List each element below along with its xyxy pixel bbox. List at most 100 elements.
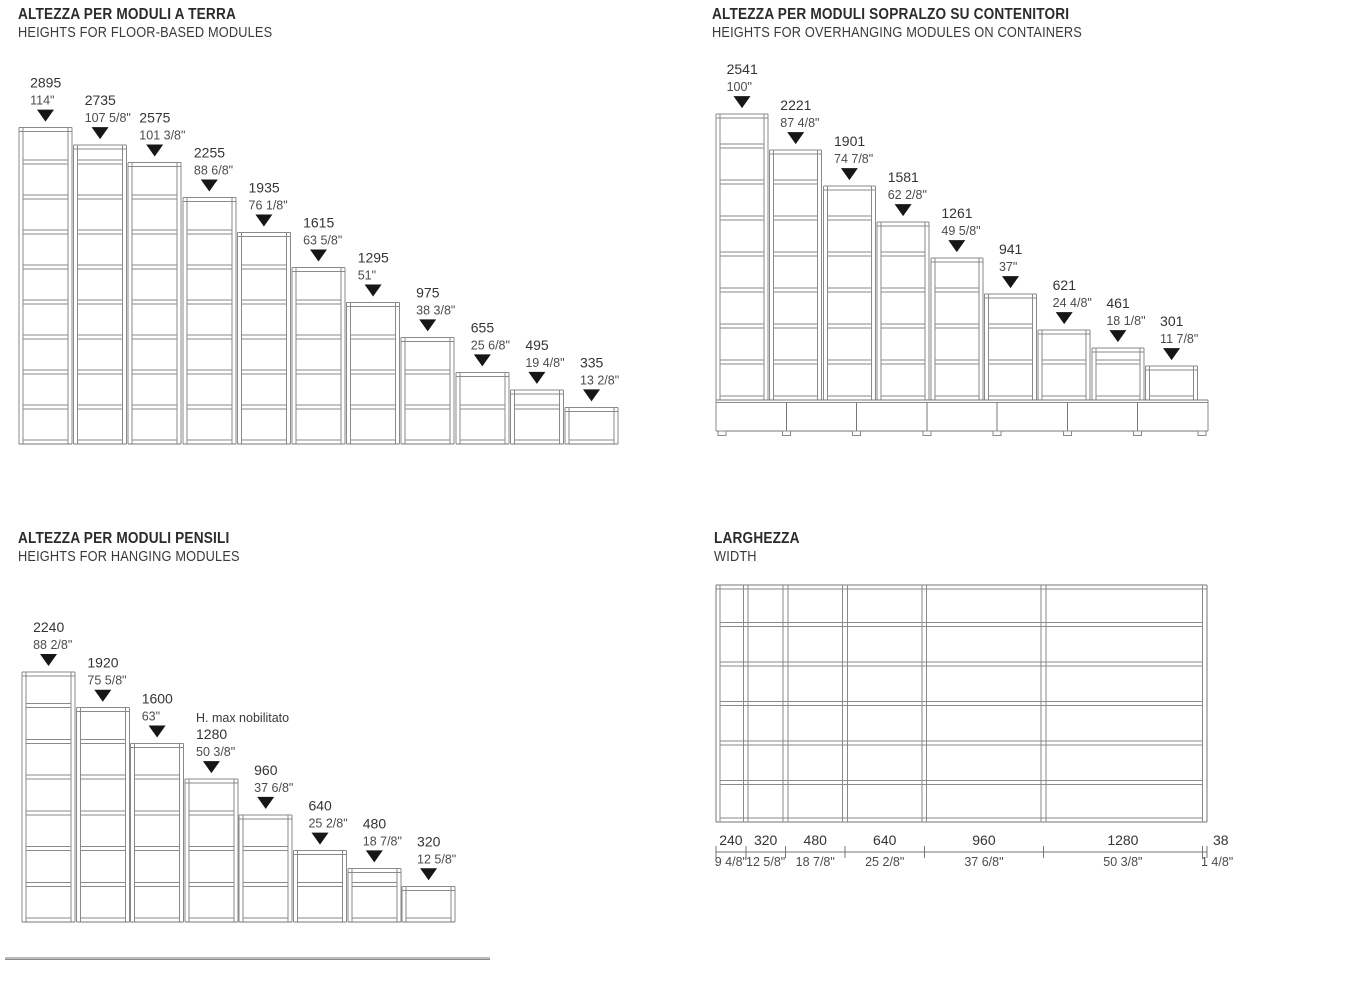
dimension-label: 50 3/8" <box>1103 855 1142 869</box>
dimension-marker-icon <box>787 132 805 145</box>
dimension-label: 76 1/8" <box>249 199 288 213</box>
dimension-label: 640 <box>308 798 332 814</box>
dimension-label: 335 <box>580 354 604 370</box>
dimension-label: 1280 <box>1107 832 1138 848</box>
dimension-marker-icon <box>840 168 858 181</box>
container-foot <box>992 430 1002 436</box>
dimension-label: 63" <box>142 709 160 723</box>
dimension-label: 88 6/8" <box>194 164 233 178</box>
dimension-label: 2575 <box>139 110 170 126</box>
dimension-label: 2221 <box>780 97 811 113</box>
dimension-label: 975 <box>416 284 440 300</box>
dimension-marker-icon <box>1109 330 1127 343</box>
dimension-label: 1 4/8" <box>1201 855 1233 869</box>
dimension-marker-icon <box>37 109 54 122</box>
dimension-label: 480 <box>804 832 828 848</box>
container-foot <box>922 430 932 436</box>
dimension-label: 37 6/8" <box>254 781 293 795</box>
dimension-marker-icon <box>364 284 382 297</box>
dimension-label: 19 4/8" <box>525 356 564 370</box>
dimension-label: 240 <box>719 832 743 848</box>
dimension-label: 51" <box>358 268 376 282</box>
hanging-modules-title-it: ALTEZZA PER MODULI PENSILI <box>18 530 230 547</box>
dimension-label: 49 5/8" <box>941 224 980 238</box>
dimension-label: 63 5/8" <box>303 233 342 247</box>
dimension-label: 461 <box>1106 295 1130 311</box>
dimension-label: 2255 <box>194 145 225 161</box>
dimension-marker-icon <box>420 868 438 881</box>
dimension-label: 101 3/8" <box>139 129 185 143</box>
hanging-modules-title-en: HEIGHTS FOR HANGING MODULES <box>18 549 240 565</box>
dimension-label: 941 <box>999 241 1023 257</box>
dimension-marker-icon <box>1002 276 1019 289</box>
dimension-marker-icon <box>148 725 166 738</box>
dimension-label: 25 6/8" <box>471 338 510 352</box>
dimension-marker-icon <box>40 654 57 667</box>
dimension-label: 25 2/8" <box>865 855 904 869</box>
overhang-modules-title-en: HEIGHTS FOR OVERHANGING MODULES ON CONTA… <box>712 25 1082 41</box>
dimension-label: 24 4/8" <box>1053 296 1092 310</box>
dimension-marker-icon <box>200 179 218 192</box>
dimension-label: 100" <box>727 80 752 94</box>
dimension-label: 107 5/8" <box>85 111 131 125</box>
dimension-marker-icon <box>894 204 912 217</box>
dimension-label: 655 <box>471 319 495 335</box>
container-foot <box>852 430 862 436</box>
container-foot <box>1062 430 1072 436</box>
dimension-label: 75 5/8" <box>87 674 126 688</box>
dimension-label: 2541 <box>727 61 758 77</box>
dimension-label: 1600 <box>142 690 173 706</box>
dimension-label: 1280 <box>196 726 227 742</box>
dimension-label: 18 7/8" <box>796 855 835 869</box>
floor-modules-title-it: ALTEZZA PER MODULI A TERRA <box>18 6 237 23</box>
dimension-label: 1615 <box>303 214 334 230</box>
dimension-label: 38 3/8" <box>416 303 455 317</box>
dimension-label: 88 2/8" <box>33 638 72 652</box>
dimension-label: 12 5/8" <box>417 852 456 866</box>
dimension-marker-icon <box>473 354 491 367</box>
dimension-marker-icon <box>528 371 546 384</box>
dimension-marker-icon <box>733 96 751 109</box>
dimension-label: 13 2/8" <box>580 373 619 387</box>
dimension-label: 301 <box>1160 313 1184 329</box>
dimension-label: 640 <box>873 832 897 848</box>
dimension-label: 320 <box>754 832 778 848</box>
dimension-marker-icon <box>146 144 164 157</box>
dimension-marker-icon <box>583 389 600 402</box>
dimension-label: 18 7/8" <box>363 834 402 848</box>
dimension-label: 62 2/8" <box>888 188 927 202</box>
floor-modules-diagram: 114" 2895 107 5/8" 2735 101 3/8" 2575 88 6/8" 2… <box>18 75 619 445</box>
overhang-modules-diagram: 100" 2541 87 4/8" 2221 74 7/8" 1901 62 2/8" 158… <box>715 61 1209 436</box>
dimension-marker-icon <box>255 214 273 227</box>
dimension-label: 37" <box>999 260 1017 274</box>
dimension-label: 9 4/8" <box>715 855 747 869</box>
dimension-marker-icon <box>419 319 437 332</box>
dimension-marker-icon <box>310 249 327 262</box>
dimension-label: 960 <box>254 762 278 778</box>
dimension-label: 480 <box>363 815 387 831</box>
dimension-label: 2240 <box>33 619 64 635</box>
floor-modules-title: ALTEZZA PER MODULI A TERRA HEIGHTS FOR F… <box>18 6 272 42</box>
dimension-label: 2895 <box>30 75 61 91</box>
overhang-modules-title: ALTEZZA PER MODULI SOPRALZO SU CONTENITO… <box>712 6 1082 42</box>
dimension-label: H. max nobilitato <box>196 711 289 725</box>
dimension-label: 1295 <box>358 249 389 265</box>
dimension-label: 320 <box>417 833 441 849</box>
hanging-modules-diagram: 88 2/8" 2240 75 5/8" 1920 63" 1600 50 3/8" 1280… <box>5 619 490 960</box>
dimension-label: 960 <box>972 832 996 848</box>
dimension-marker-icon <box>94 689 112 702</box>
dimension-marker-icon <box>91 127 109 140</box>
dimension-label: 495 <box>525 337 549 353</box>
dimension-label: 12 5/8" <box>746 855 785 869</box>
dimension-label: 1901 <box>834 133 865 149</box>
dimension-label: 11 7/8" <box>1160 332 1198 346</box>
dimension-marker-icon <box>1163 348 1181 361</box>
width-title-en: WIDTH <box>714 549 757 565</box>
dimension-label: 74 7/8" <box>834 152 873 166</box>
dimension-label: 37 6/8" <box>964 855 1003 869</box>
width-diagram: 240 9 4/8" 320 12 5/8" 480 18 7/8" 640 25 2/8" 9… <box>715 584 1233 869</box>
dimension-marker-icon <box>202 761 220 774</box>
container-foot <box>1133 430 1143 436</box>
